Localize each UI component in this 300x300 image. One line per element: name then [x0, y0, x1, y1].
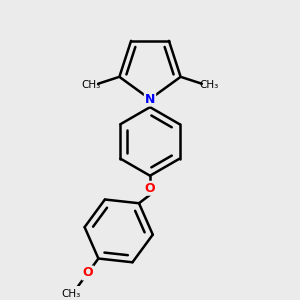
- Text: CH₃: CH₃: [61, 289, 80, 298]
- Text: CH₃: CH₃: [200, 80, 219, 90]
- Text: CH₃: CH₃: [81, 80, 101, 90]
- Text: O: O: [82, 266, 93, 279]
- Text: N: N: [145, 93, 155, 106]
- Text: O: O: [145, 182, 155, 195]
